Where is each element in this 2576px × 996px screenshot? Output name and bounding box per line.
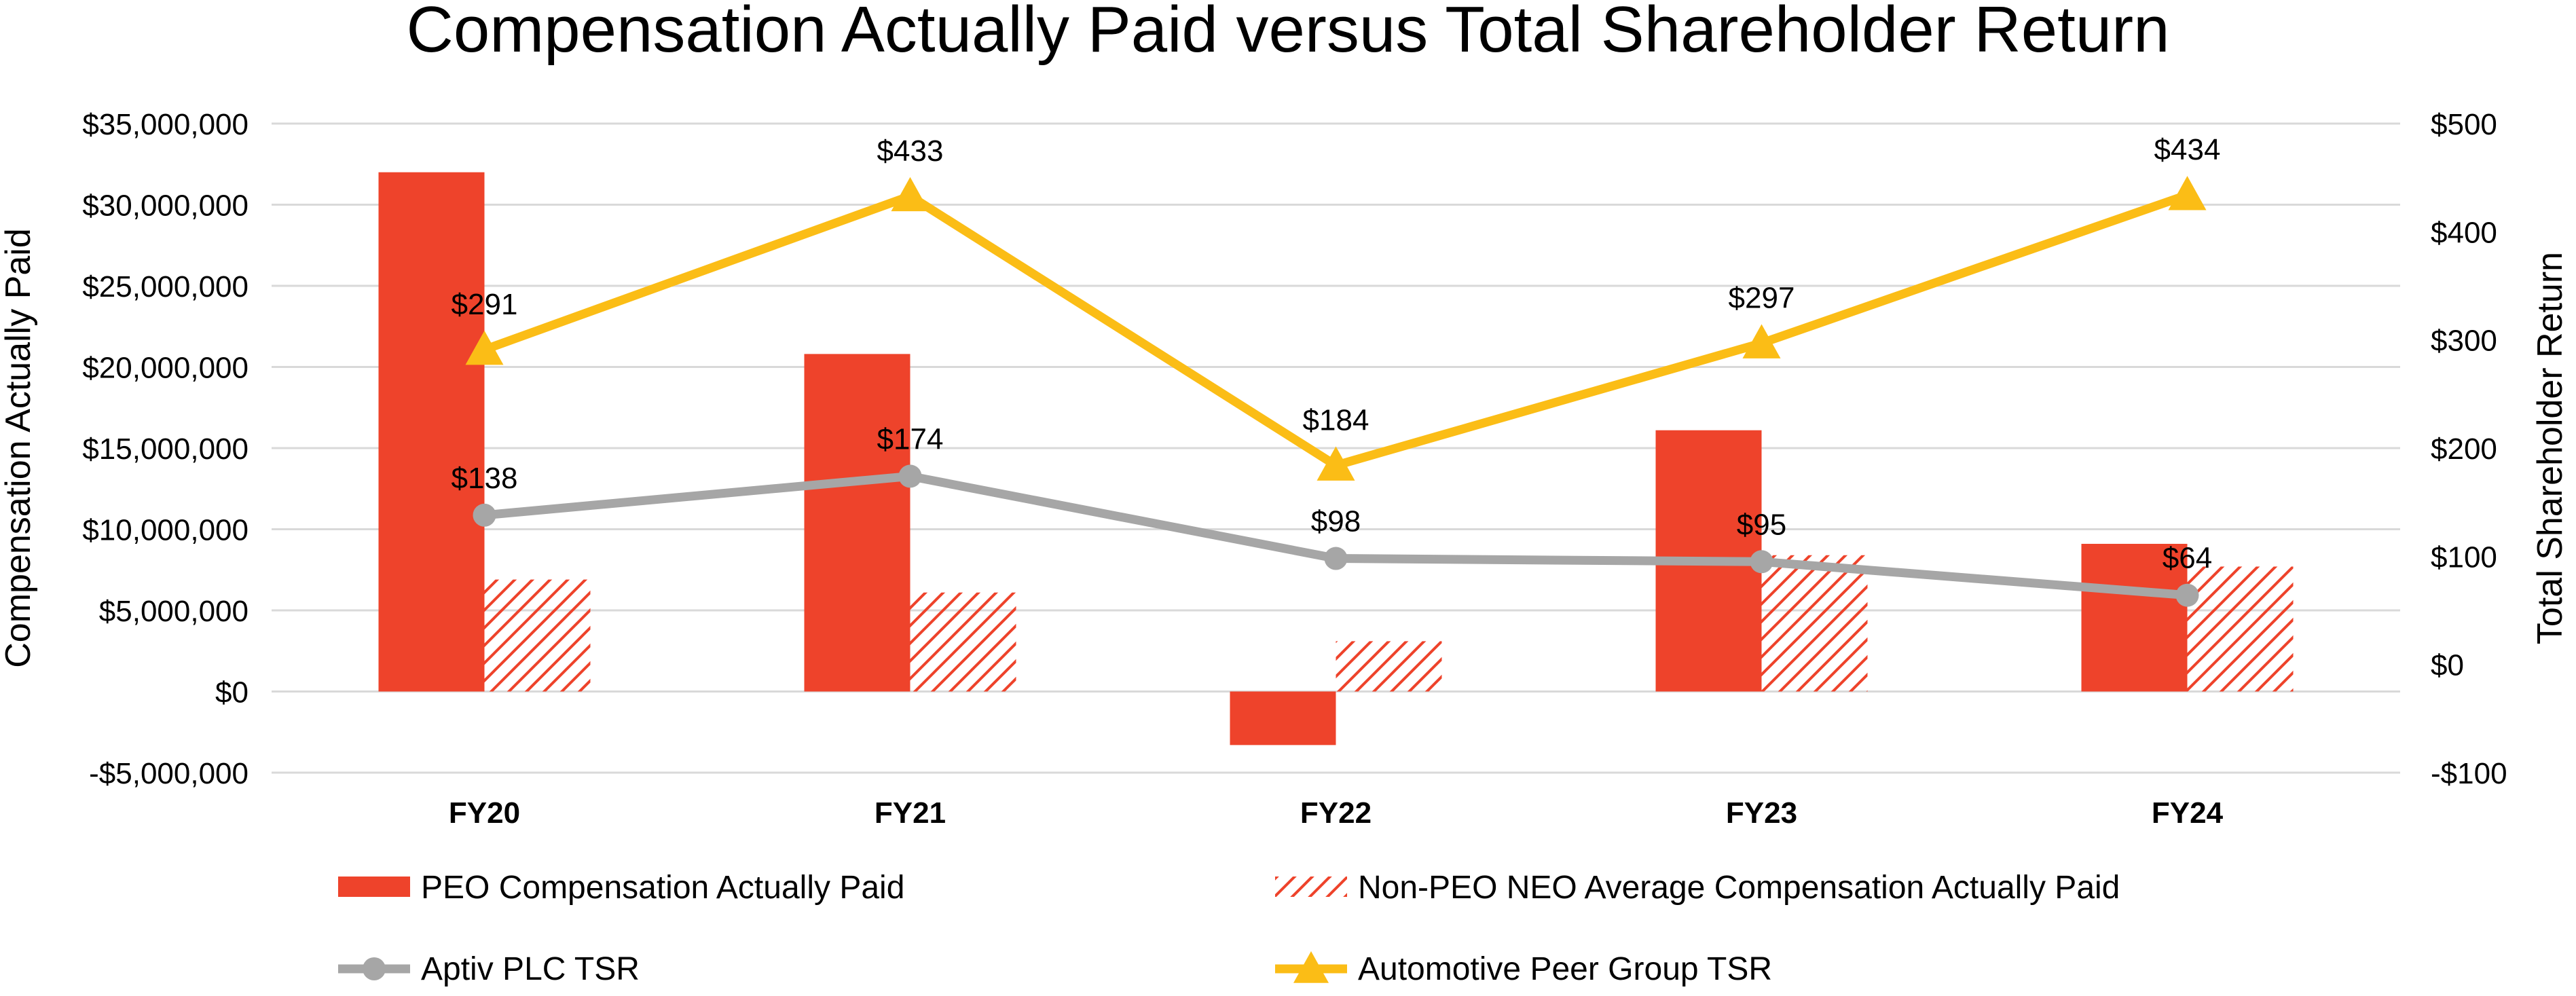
right-axis-tick-label: $300 — [2431, 325, 2497, 358]
legend-item: Non-PEO NEO Average Compensation Actuall… — [1275, 870, 2120, 906]
aptiv-tsr-data-label: $174 — [877, 422, 944, 456]
category-label: FY23 — [1726, 796, 1797, 830]
chart-title: Compensation Actually Paid versus Total … — [406, 0, 2169, 66]
peo-bar — [2081, 544, 2188, 692]
left-axis-tick-label: $5,000,000 — [99, 595, 249, 628]
right-axis-tick-label: $500 — [2431, 108, 2497, 141]
left-axis-tick-label: $0 — [215, 676, 249, 709]
legend-label: Automotive Peer Group TSR — [1358, 951, 1772, 987]
left-axis-tick-label: -$5,000,000 — [89, 757, 249, 790]
peer-tsr-data-label: $434 — [2154, 133, 2221, 166]
aptiv-tsr-point — [1750, 550, 1773, 574]
neo-bar — [1761, 555, 1868, 692]
left-axis-tick-label: $20,000,000 — [82, 352, 249, 385]
legend-label: Aptiv PLC TSR — [421, 951, 640, 987]
peer-tsr-point — [1742, 324, 1781, 358]
aptiv-tsr-point — [2175, 583, 2199, 607]
legend-label: Non-PEO NEO Average Compensation Actuall… — [1358, 870, 2120, 906]
neo-bar — [2187, 566, 2294, 692]
right-axis-tick-label: -$100 — [2431, 757, 2507, 790]
aptiv-tsr-data-label: $138 — [452, 462, 518, 495]
legend-swatch-peer-marker — [1293, 951, 1329, 983]
right-axis-tick-label: $0 — [2431, 649, 2464, 682]
peer-tsr-point — [2168, 176, 2207, 210]
legend-item: Aptiv PLC TSR — [338, 951, 640, 987]
legend-label: PEO Compensation Actually Paid — [421, 870, 904, 906]
aptiv-tsr-data-label: $98 — [1311, 505, 1361, 538]
legend: PEO Compensation Actually Paid Non-PEO NE… — [338, 870, 2120, 987]
category-label: FY22 — [1300, 796, 1372, 830]
neo-bar — [1336, 641, 1442, 692]
category-label: FY21 — [875, 796, 946, 830]
series-lines — [465, 176, 2207, 607]
right-axis-tick-label: $200 — [2431, 432, 2497, 466]
right-axis-title: Total Shareholder Return — [2531, 252, 2570, 644]
peo-bar — [804, 354, 910, 692]
left-axis-tick-label: $25,000,000 — [82, 270, 249, 303]
left-axis-tick-label: $35,000,000 — [82, 108, 249, 141]
chart-text: Compensation Actually Paid versus Total … — [0, 0, 2570, 830]
legend-swatch-peo — [338, 877, 410, 897]
aptiv-tsr-data-label: $64 — [2163, 542, 2212, 575]
neo-bar — [484, 579, 591, 692]
legend-item: Automotive Peer Group TSR — [1275, 951, 1772, 987]
aptiv-tsr-point — [1324, 547, 1348, 570]
left-axis-tick-label: $30,000,000 — [82, 189, 249, 223]
peer-tsr-point — [465, 331, 504, 365]
left-axis-tick-label: $15,000,000 — [82, 432, 249, 466]
peer-tsr-data-label: $184 — [1303, 403, 1369, 437]
category-label: FY24 — [2152, 796, 2224, 830]
peo-bar — [1230, 691, 1336, 745]
right-axis-tick-label: $400 — [2431, 216, 2497, 249]
bars — [378, 172, 2294, 745]
peer-tsr-data-label: $297 — [1729, 281, 1795, 314]
peer-tsr-data-label: $291 — [452, 288, 518, 321]
peer-tsr-point — [891, 177, 930, 212]
legend-swatch-neo — [1275, 877, 1347, 897]
category-label: FY20 — [449, 796, 520, 830]
aptiv-tsr-data-label: $95 — [1737, 508, 1786, 541]
peer-tsr-point — [1317, 446, 1355, 481]
left-axis-title: Compensation Actually Paid — [0, 228, 38, 668]
right-axis-tick-label: $100 — [2431, 540, 2497, 574]
aptiv-tsr-point — [473, 503, 496, 527]
legend-swatch-aptiv-marker — [363, 957, 386, 980]
legend-item: PEO Compensation Actually Paid — [338, 870, 904, 906]
peo-bar — [378, 172, 485, 692]
peer-tsr-data-label: $433 — [877, 134, 944, 168]
aptiv-tsr-point — [898, 464, 922, 488]
neo-bar — [910, 592, 1016, 692]
left-axis-tick-label: $10,000,000 — [82, 514, 249, 547]
